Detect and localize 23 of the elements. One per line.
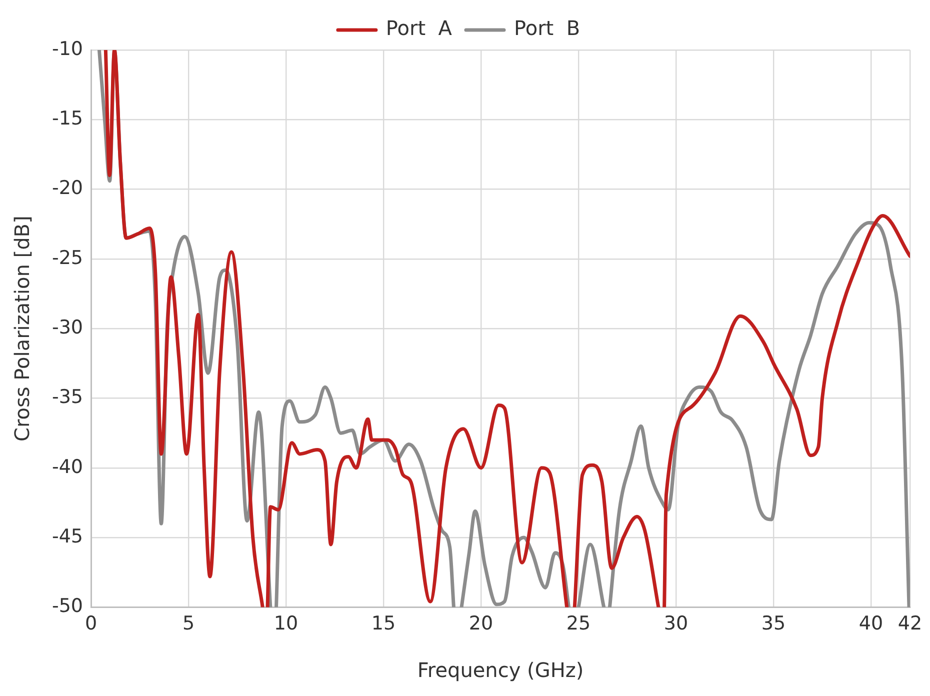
legend-label: Port A [386, 16, 452, 40]
x-tick-label: 25 [566, 612, 591, 635]
y-tick-label: -45 [52, 525, 84, 548]
y-tick-label: -25 [52, 246, 84, 269]
legend-label: Port B [514, 16, 580, 40]
y-tick-label: -10 [52, 38, 84, 60]
x-tick-label: 5 [182, 612, 195, 635]
x-tick-label: 42 [898, 612, 922, 635]
x-tick-label: 15 [371, 612, 396, 635]
x-tick-label: 0 [84, 612, 98, 635]
y-axis-title: Cross Polarization [dB] [10, 216, 34, 442]
x-tick-label: 20 [468, 612, 494, 635]
y-tick-label: -30 [52, 316, 84, 339]
y-tick-label: -20 [52, 177, 84, 200]
y-tick-label: -15 [52, 108, 84, 130]
x-tick-label: 10 [274, 612, 298, 635]
x-tick-label: 35 [761, 612, 786, 635]
x-tick-label: 30 [664, 612, 688, 635]
y-tick-label: -40 [52, 456, 84, 478]
x-tick-label: 40 [858, 612, 884, 635]
y-tick-label: -35 [52, 386, 84, 408]
x-axis-title: Frequency (GHz) [417, 658, 584, 682]
y-tick-label: -50 [52, 595, 84, 618]
